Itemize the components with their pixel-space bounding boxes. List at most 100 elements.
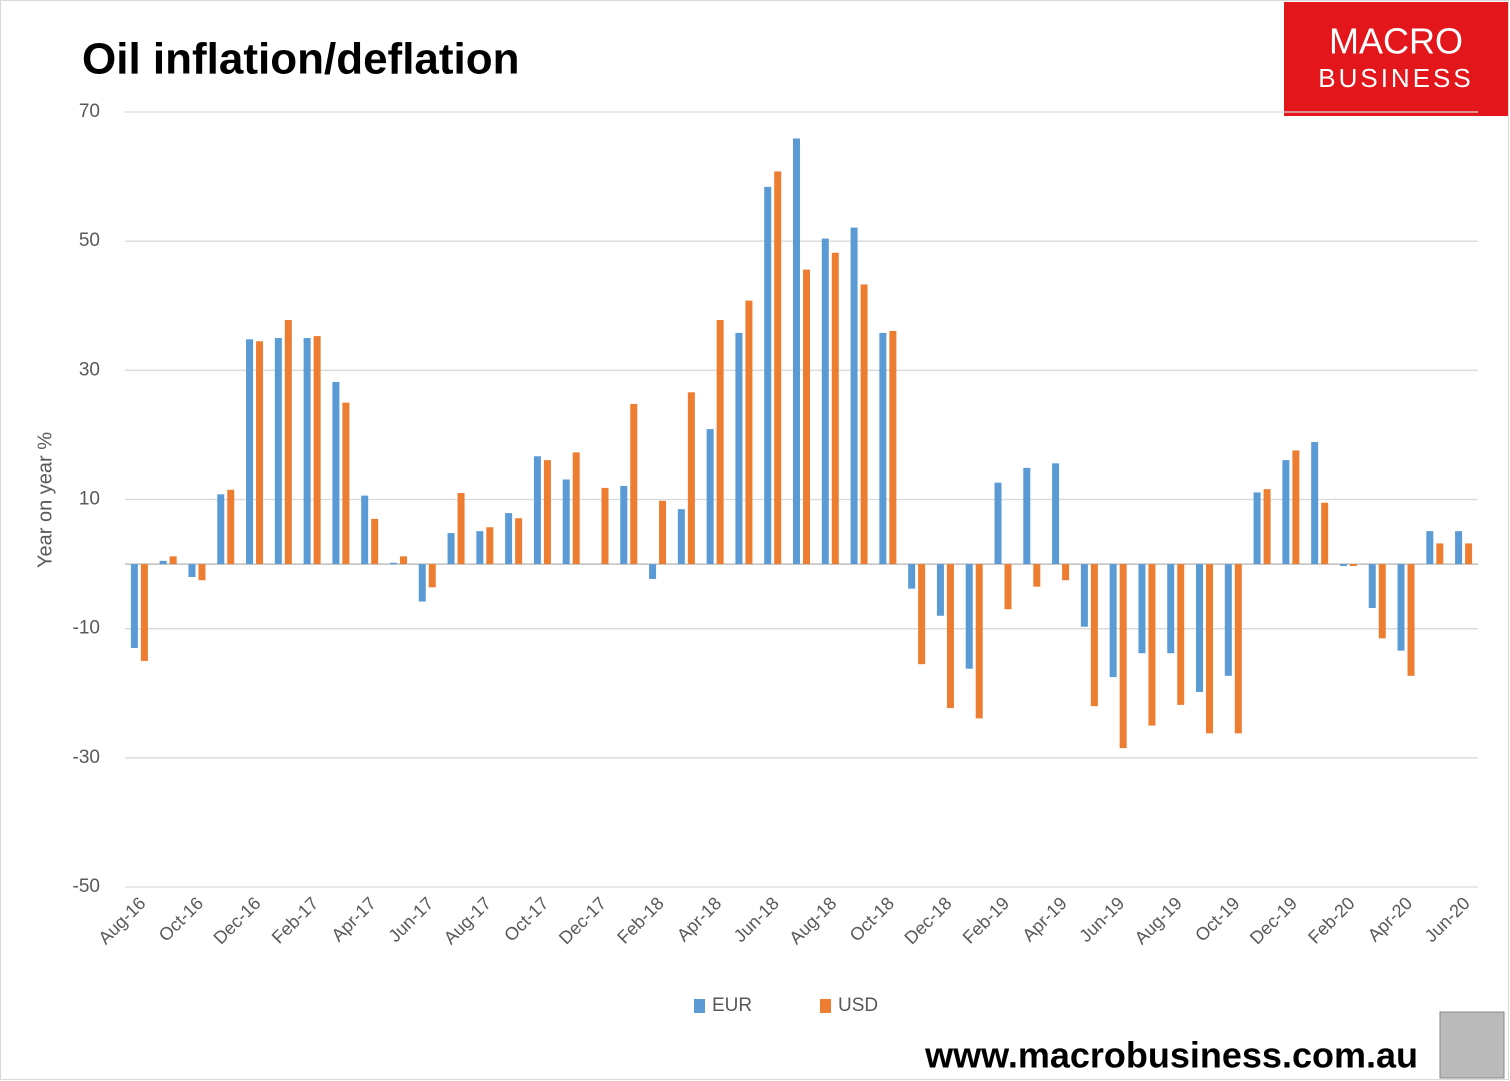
bar xyxy=(706,429,714,565)
bar xyxy=(764,186,772,565)
bar xyxy=(256,341,264,565)
bar xyxy=(505,513,513,565)
bar xyxy=(1080,564,1088,627)
bar xyxy=(130,564,138,649)
bar xyxy=(1426,531,1434,565)
bar xyxy=(313,336,321,565)
bar xyxy=(601,487,609,565)
bar xyxy=(188,564,196,577)
bar xyxy=(831,252,839,565)
bar xyxy=(860,284,868,565)
y-tick-label: 30 xyxy=(79,359,100,380)
bar xyxy=(1196,564,1204,692)
y-tick-label: 70 xyxy=(79,101,100,122)
legend-label: EUR xyxy=(712,995,752,1016)
y-tick-label: -30 xyxy=(73,747,100,768)
bar xyxy=(1167,564,1175,654)
y-tick-label: -10 xyxy=(73,618,100,639)
bar xyxy=(428,564,436,588)
legend-swatch xyxy=(820,999,831,1013)
bar xyxy=(1033,564,1041,587)
bar xyxy=(908,564,916,589)
bar xyxy=(687,392,695,565)
bar xyxy=(1397,564,1405,651)
bar xyxy=(303,338,311,565)
bar xyxy=(1311,442,1319,565)
bar xyxy=(879,332,887,565)
bar xyxy=(1465,543,1473,565)
bar xyxy=(620,485,628,565)
bar xyxy=(1407,564,1415,676)
bar xyxy=(850,227,858,565)
chart-title: Oil inflation/deflation xyxy=(82,35,520,84)
logo-text: MACRO xyxy=(1329,21,1463,62)
bar xyxy=(1062,564,1070,581)
bar xyxy=(1263,489,1271,565)
bar xyxy=(1109,564,1117,678)
bar xyxy=(533,456,541,565)
bar xyxy=(246,339,254,565)
bar xyxy=(217,494,225,565)
fox-logo xyxy=(1439,1011,1505,1079)
bar xyxy=(1378,564,1386,639)
bar xyxy=(1206,564,1214,734)
bar xyxy=(1234,564,1242,734)
bar xyxy=(649,564,657,579)
logo-text: BUSINESS xyxy=(1318,63,1474,93)
bar xyxy=(1292,450,1300,565)
bar xyxy=(1119,564,1127,749)
bar xyxy=(389,562,397,565)
bar xyxy=(918,564,926,665)
bar xyxy=(399,556,407,565)
bar xyxy=(1224,564,1232,676)
bar xyxy=(659,500,667,565)
y-tick-label: -50 xyxy=(73,876,100,897)
bar xyxy=(361,495,369,565)
bar xyxy=(1253,492,1261,565)
bar xyxy=(965,564,973,669)
bar xyxy=(1282,460,1290,565)
bar xyxy=(1004,564,1012,610)
bar xyxy=(975,564,983,719)
bar xyxy=(1148,564,1156,726)
bar xyxy=(1023,467,1031,565)
bar xyxy=(169,556,177,565)
bar xyxy=(515,518,523,565)
bar xyxy=(1349,564,1357,567)
bar xyxy=(140,564,148,661)
bar xyxy=(1339,564,1347,567)
legend-label: USD xyxy=(838,995,878,1016)
y-tick-label: 50 xyxy=(79,230,100,251)
footer-url: www.macrobusiness.com.au xyxy=(924,1035,1418,1076)
bar xyxy=(342,402,350,565)
bar xyxy=(562,479,570,565)
bar xyxy=(1052,463,1060,565)
bar xyxy=(1368,564,1376,608)
bar xyxy=(1090,564,1098,707)
bar xyxy=(274,338,282,565)
bar xyxy=(821,238,829,565)
bar xyxy=(543,460,551,565)
bar xyxy=(572,452,580,565)
bar xyxy=(447,533,455,565)
legend-swatch xyxy=(694,999,705,1013)
bar xyxy=(774,171,782,565)
bar xyxy=(716,319,724,565)
bar xyxy=(677,509,685,565)
bar xyxy=(227,489,235,565)
bar xyxy=(284,319,292,565)
bar xyxy=(1321,502,1329,565)
bar xyxy=(946,564,954,709)
bar xyxy=(735,332,743,565)
bar xyxy=(457,493,465,565)
bar xyxy=(1177,564,1185,705)
bar xyxy=(793,138,800,565)
bar xyxy=(159,560,167,565)
y-axis-label: Year on year % xyxy=(34,432,56,568)
bar xyxy=(1138,564,1146,654)
bar xyxy=(803,269,810,565)
bar xyxy=(630,403,638,565)
bar xyxy=(476,531,484,565)
bar xyxy=(745,300,753,565)
